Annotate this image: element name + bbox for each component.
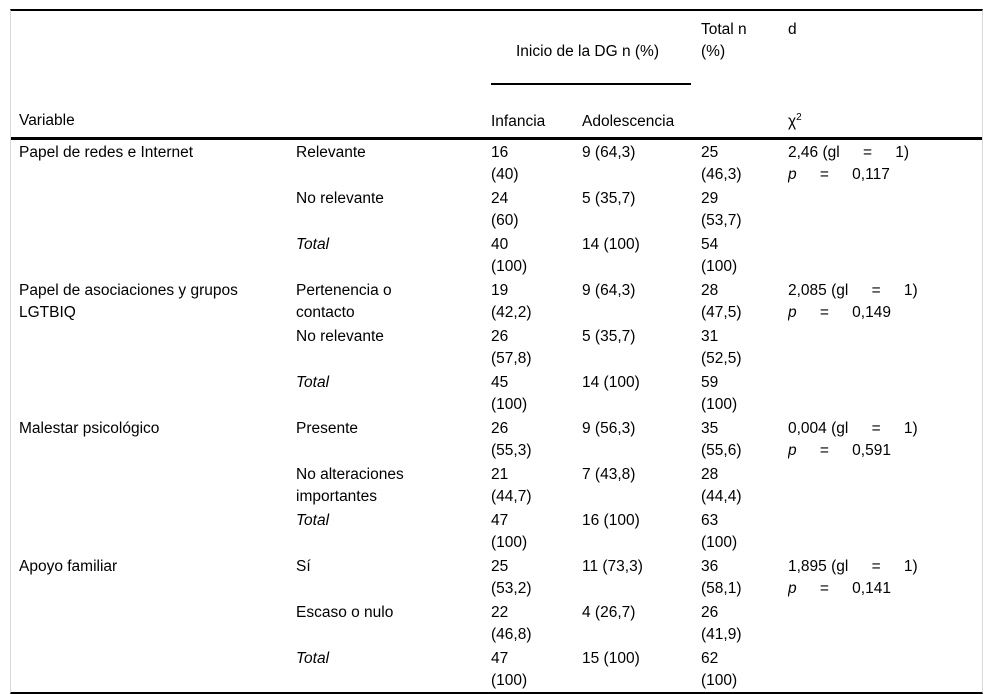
chi-value: 1,895 (gl = 1): [788, 557, 918, 575]
cell-total: 28 (47,5): [701, 281, 742, 321]
category-label: Total: [296, 649, 330, 667]
chi-value: 2,085 (gl = 1): [788, 281, 918, 299]
column-group-header-inicio-dg-label: Inicio de la DG n (%): [491, 41, 691, 85]
category-label: Total: [296, 373, 330, 391]
cell-adolescencia: 9 (64,3): [582, 143, 636, 161]
p-rest: = 0,149: [796, 303, 891, 321]
variable-name: Papel de redes e Internet: [19, 143, 194, 161]
cell-infancia: 40 (100): [491, 235, 528, 275]
statistics-table-container: Variable Inicio de la DG n (%) Total n (…: [10, 9, 983, 694]
chi-square-stat: 0,004 (gl = 1) p = 0,591: [788, 416, 982, 554]
cell-infancia: 47 (100): [491, 649, 528, 689]
table-row: Apoyo familiar Sí 25 (53,2) 11 (73,3) 36 (58…: [11, 554, 982, 600]
chi-square-stat: 1,895 (gl = 1) p = 0,141: [788, 554, 982, 692]
cell-infancia: 22 (46,8): [491, 603, 532, 643]
cell-infancia: 25 (53,2): [491, 557, 532, 597]
category-label: Total: [296, 235, 330, 253]
variable-name: Papel de asociaciones y grupos LGTBIQ: [19, 281, 238, 321]
chi-square-stat: 2,085 (gl = 1) p = 0,149: [788, 278, 982, 416]
p-label: p: [788, 441, 797, 459]
column-group-header-inicio-dg: Inicio de la DG n (%): [491, 11, 701, 107]
table-row: Total 40 (100) 14 (100) 54 (100): [11, 232, 982, 278]
column-header-variable: Variable: [19, 111, 75, 129]
category-label: Relevante: [296, 143, 366, 161]
cell-adolescencia: 11 (73,3): [582, 557, 643, 575]
chi-value: 0,004 (gl = 1): [788, 419, 918, 437]
table-row: Total 45 (100) 14 (100) 59 (100): [11, 370, 982, 416]
statistics-table: Variable Inicio de la DG n (%) Total n (…: [11, 11, 982, 692]
cell-infancia: 16 (40): [491, 143, 519, 183]
category-label: Presente: [296, 419, 359, 437]
cell-infancia: 24 (60): [491, 189, 519, 229]
chi-exponent: 2: [796, 111, 802, 123]
p-value: p = 0,141: [788, 578, 982, 600]
cell-total: 28 (44,4): [701, 465, 742, 505]
cell-adolescencia: 14 (100): [582, 373, 640, 391]
table-row: No relevante 24 (60) 5 (35,7) 29 (53,7): [11, 186, 982, 232]
p-rest: = 0,117: [796, 165, 890, 183]
p-rest: = 0,141: [796, 579, 891, 597]
cell-infancia: 26 (57,8): [491, 327, 532, 367]
cell-total: 31 (52,5): [701, 327, 742, 367]
cell-total: 62 (100): [701, 649, 738, 689]
cell-infancia: 21 (44,7): [491, 465, 532, 505]
cell-total: 26 (41,9): [701, 603, 742, 643]
p-rest: = 0,591: [796, 441, 891, 459]
cell-adolescencia: 15 (100): [582, 649, 640, 667]
p-label: p: [788, 579, 797, 597]
table-row: Escaso o nulo 22 (46,8) 4 (26,7) 26 (41,9): [11, 600, 982, 646]
column-header-chi-squared: χ2: [788, 107, 982, 138]
p-value: p = 0,149: [788, 302, 982, 324]
p-label: p: [788, 165, 797, 183]
chi-value: 2,46 (gl = 1): [788, 143, 910, 161]
chi-square-stat: 2,46 (gl = 1) p = 0,117: [788, 138, 982, 278]
table-row: Papel de asociaciones y grupos LGTBIQ Per…: [11, 278, 982, 324]
category-label: Sí: [296, 557, 311, 575]
header-row-top: Variable Inicio de la DG n (%) Total n (…: [11, 11, 982, 129]
cell-adolescencia: 7 (43,8): [582, 465, 636, 483]
cell-adolescencia: 16 (100): [582, 511, 640, 529]
cell-adolescencia: 14 (100): [582, 235, 640, 253]
table-row: Total 47 (100) 16 (100) 63 (100): [11, 508, 982, 554]
cell-total: 25 (46,3): [701, 143, 742, 183]
cell-adolescencia: 9 (64,3): [582, 281, 636, 299]
header-row-sub: Infancia Adolescencia χ2: [11, 107, 982, 138]
category-label: Total: [296, 511, 330, 529]
p-value: p = 0,591: [788, 440, 982, 462]
category-label: Escaso o nulo: [296, 603, 394, 621]
cell-adolescencia: 4 (26,7): [582, 603, 636, 621]
chi-symbol: χ: [788, 113, 797, 130]
table-body: Papel de redes e Internet Relevante 16 (40…: [11, 138, 982, 692]
p-value: p = 0,117: [788, 164, 982, 186]
column-header-infancia: Infancia: [491, 113, 546, 130]
cell-adolescencia: 5 (35,7): [582, 189, 636, 207]
cell-total: 63 (100): [701, 511, 738, 551]
cell-total: 35 (55,6): [701, 419, 742, 459]
cell-infancia: 45 (100): [491, 373, 528, 413]
column-header-d: d: [788, 21, 797, 38]
cell-infancia: 19 (42,2): [491, 281, 532, 321]
table-row: Papel de redes e Internet Relevante 16 (40…: [11, 138, 982, 186]
cell-total: 59 (100): [701, 373, 738, 413]
category-label: No relevante: [296, 327, 384, 345]
variable-name: Apoyo familiar: [19, 557, 118, 575]
table-row: No relevante 26 (57,8) 5 (35,7) 31 (52,5): [11, 324, 982, 370]
cell-total: 36 (58,1): [701, 557, 742, 597]
p-label: p: [788, 303, 797, 321]
cell-total: 54 (100): [701, 235, 738, 275]
cell-infancia: 26 (55,3): [491, 419, 532, 459]
category-label: No relevante: [296, 189, 384, 207]
table-row: No alteraciones importantes 21 (44,7) 7 (4…: [11, 462, 982, 508]
table-header: Variable Inicio de la DG n (%) Total n (…: [11, 11, 982, 138]
category-label: No alteraciones importantes: [296, 465, 404, 505]
cell-adolescencia: 9 (56,3): [582, 419, 636, 437]
cell-total: 29 (53,7): [701, 189, 742, 229]
column-header-adolescencia: Adolescencia: [582, 113, 675, 130]
cell-adolescencia: 5 (35,7): [582, 327, 636, 345]
column-header-total: Total n (%): [701, 21, 747, 60]
cell-infancia: 47 (100): [491, 511, 528, 551]
variable-name: Malestar psicológico: [19, 419, 160, 437]
category-label: Pertenencia o contacto: [296, 281, 392, 321]
table-row: Malestar psicológico Presente 26 (55,3) 9 (…: [11, 416, 982, 462]
